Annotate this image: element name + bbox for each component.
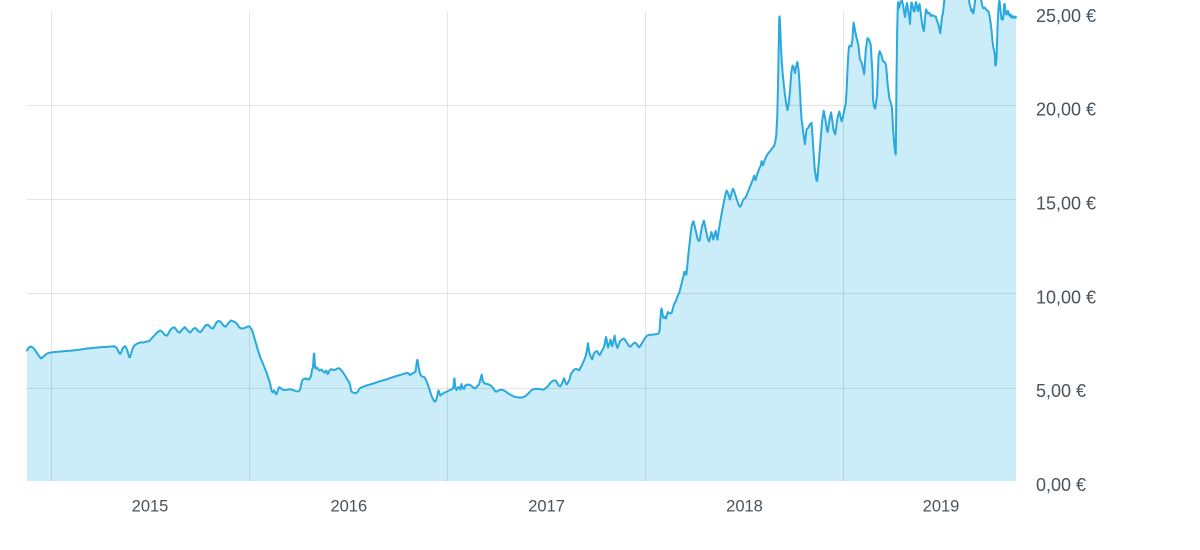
svg-text:0,00 €: 0,00 €: [1036, 475, 1086, 495]
svg-text:2016: 2016: [330, 498, 367, 516]
svg-text:2019: 2019: [923, 498, 960, 516]
svg-text:2015: 2015: [132, 498, 169, 516]
svg-text:25,00 €: 25,00 €: [1036, 6, 1096, 26]
svg-text:2018: 2018: [726, 498, 763, 516]
svg-text:5,00 €: 5,00 €: [1036, 381, 1086, 401]
svg-text:2017: 2017: [528, 498, 565, 516]
svg-text:20,00 €: 20,00 €: [1036, 100, 1096, 120]
svg-text:10,00 €: 10,00 €: [1036, 287, 1096, 307]
svg-text:15,00 €: 15,00 €: [1036, 194, 1096, 214]
